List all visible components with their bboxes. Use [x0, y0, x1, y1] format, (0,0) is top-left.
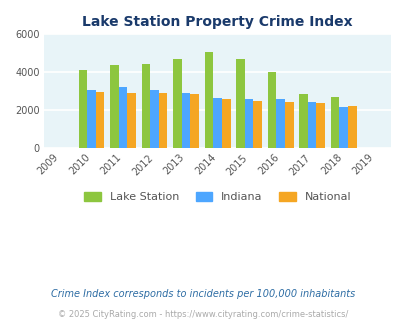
Bar [236, 59, 244, 148]
Title: Lake Station Property Crime Index: Lake Station Property Crime Index [82, 15, 352, 29]
Text: Crime Index corresponds to incidents per 100,000 inhabitants: Crime Index corresponds to incidents per… [51, 289, 354, 299]
Bar [190, 94, 198, 148]
Bar [330, 97, 339, 148]
Bar [267, 72, 276, 148]
Bar [244, 99, 253, 148]
Bar [142, 64, 150, 148]
Bar [222, 99, 230, 148]
Bar [339, 107, 347, 148]
Bar [173, 59, 181, 148]
Bar [307, 102, 316, 148]
Bar [150, 90, 159, 148]
Bar [205, 52, 213, 148]
Legend: Lake Station, Indiana, National: Lake Station, Indiana, National [79, 187, 355, 207]
Bar [110, 65, 119, 148]
Bar [347, 106, 356, 148]
Text: © 2025 CityRating.com - https://www.cityrating.com/crime-statistics/: © 2025 CityRating.com - https://www.city… [58, 310, 347, 319]
Bar [119, 87, 127, 148]
Bar [127, 93, 136, 148]
Bar [276, 99, 284, 148]
Bar [96, 92, 104, 148]
Bar [181, 93, 190, 148]
Bar [299, 94, 307, 148]
Bar [79, 70, 87, 148]
Bar [253, 101, 261, 148]
Bar [159, 93, 167, 148]
Bar [213, 98, 222, 148]
Bar [316, 103, 324, 148]
Bar [284, 102, 293, 148]
Bar [87, 90, 96, 148]
